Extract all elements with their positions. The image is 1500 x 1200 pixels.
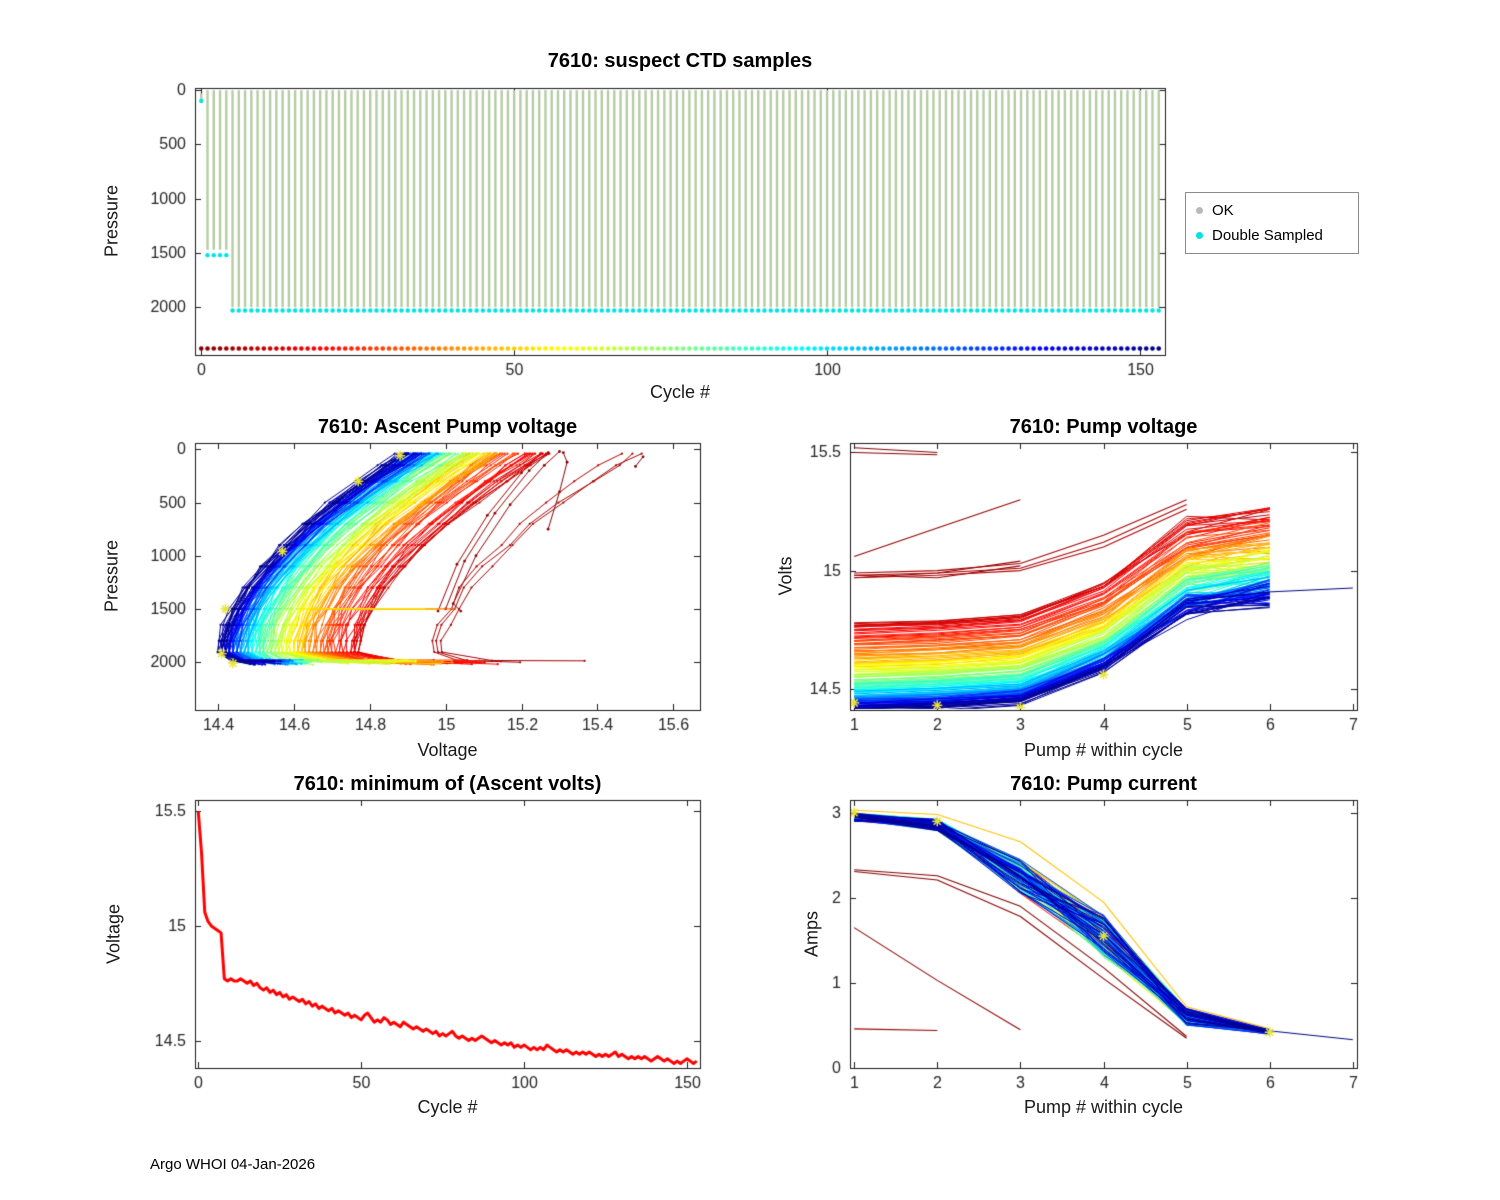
chart-pump-voltage xyxy=(760,400,1440,780)
pumpamps-xaxis-label: Pump # within cycle xyxy=(1023,1097,1184,1117)
legend-label-double-sampled: Double Sampled xyxy=(1212,227,1323,244)
chart-pump-current xyxy=(760,757,1440,1137)
footer-text: Argo WHOI 04-Jan-2026 xyxy=(150,1156,316,1173)
legend-item-ok: OK xyxy=(1186,198,1358,223)
double-sampled-marker-icon xyxy=(1196,232,1203,239)
pumpvolts-yaxis-label: Volts xyxy=(775,556,796,596)
ascent-yaxis-label: Pressure xyxy=(101,539,122,613)
ctd-chart-title: 7610: suspect CTD samples xyxy=(547,50,813,72)
ok-marker-icon xyxy=(1196,207,1203,214)
chart-min-ascent-volts xyxy=(120,757,780,1137)
minvolts-chart-title: 7610: minimum of (Ascent volts) xyxy=(293,773,602,795)
chart-ascent-pump-voltage xyxy=(120,400,780,780)
chart-suspect-ctd-samples xyxy=(120,40,1210,410)
pumpvolts-xaxis-label: Pump # within cycle xyxy=(1023,740,1184,760)
pumpvolts-chart-title: 7610: Pump voltage xyxy=(1009,416,1198,438)
minvolts-xaxis-label: Cycle # xyxy=(417,1097,478,1117)
legend-box: OK Double Sampled xyxy=(1185,192,1359,254)
ascent-xaxis-label: Voltage xyxy=(417,740,478,760)
legend-item-double-sampled: Double Sampled xyxy=(1186,223,1358,248)
minvolts-yaxis-label: Voltage xyxy=(103,903,124,965)
legend-label-ok: OK xyxy=(1212,202,1234,219)
ctd-yaxis-label: Pressure xyxy=(101,184,122,258)
ctd-xaxis-label: Cycle # xyxy=(649,382,711,402)
pumpamps-yaxis-label: Amps xyxy=(801,910,822,958)
pumpamps-chart-title: 7610: Pump current xyxy=(1010,773,1197,795)
ascent-chart-title: 7610: Ascent Pump voltage xyxy=(317,416,578,438)
